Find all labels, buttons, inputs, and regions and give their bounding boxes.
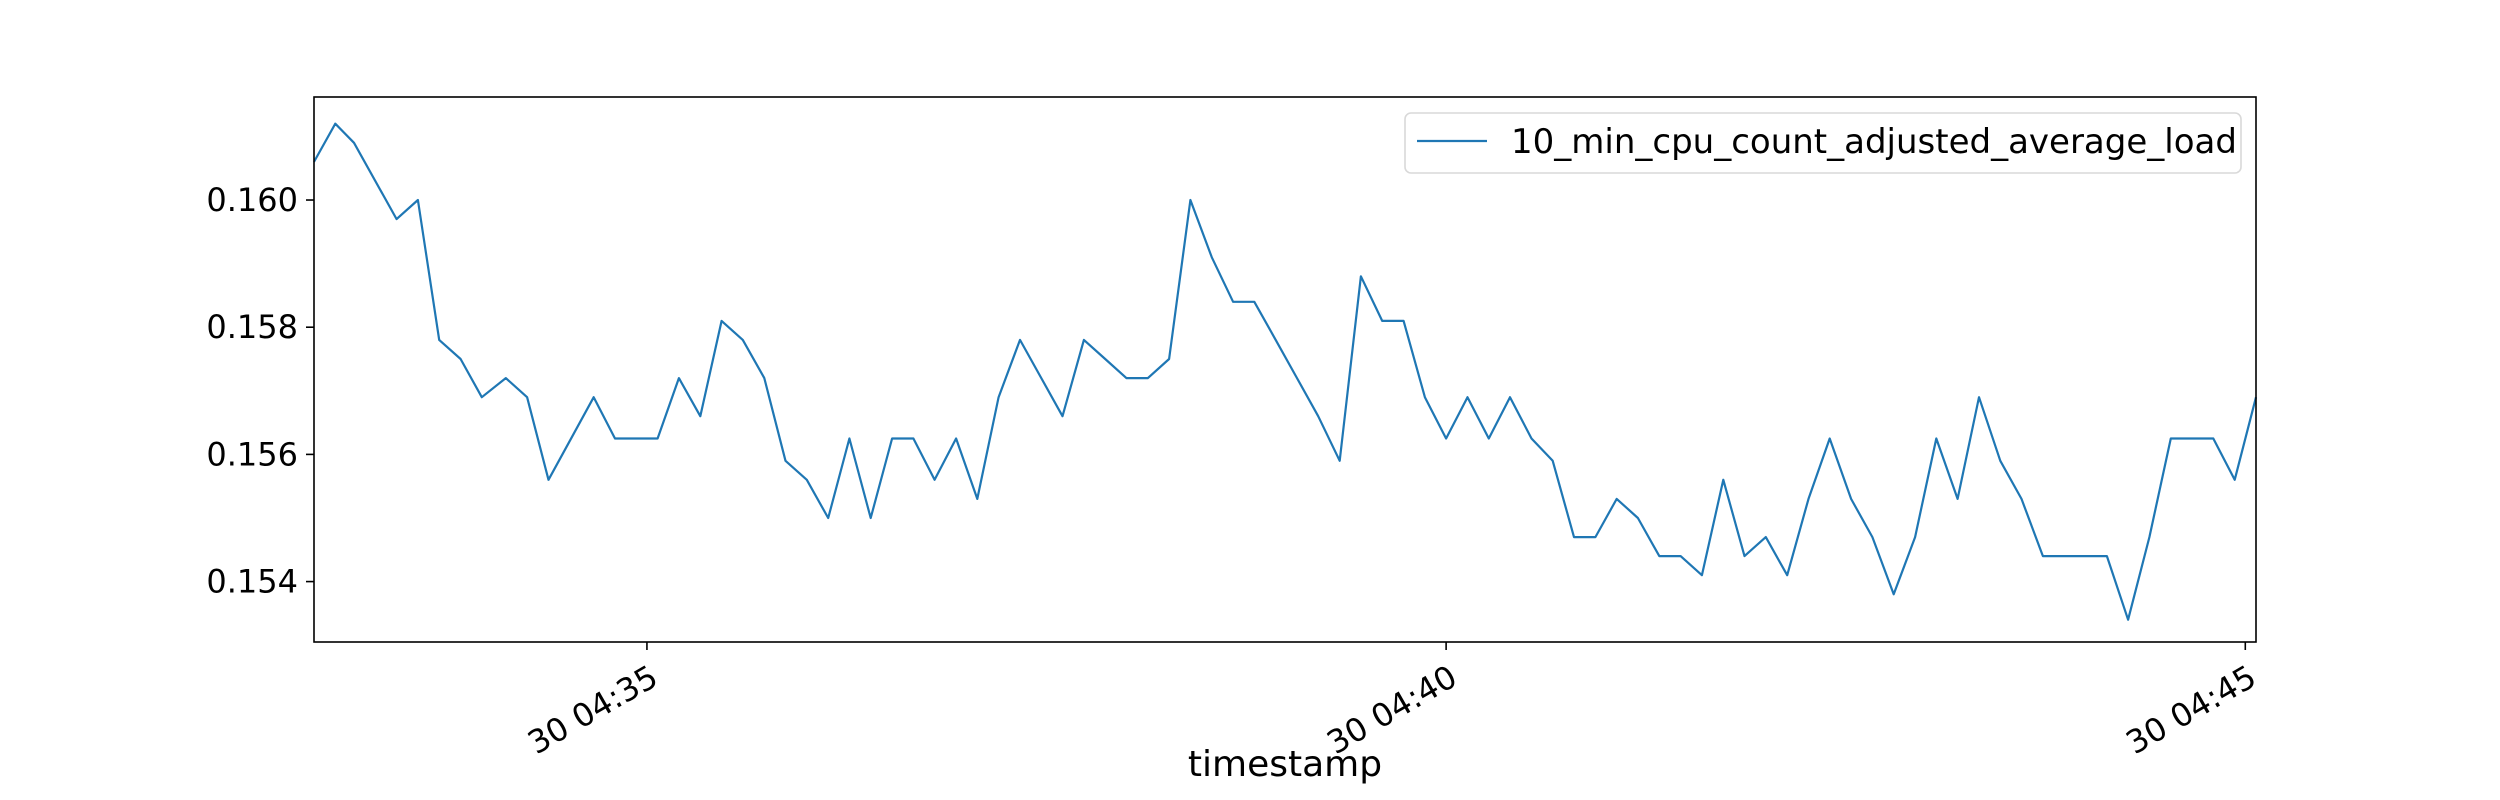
plot-area: [313, 122, 2258, 621]
y-tick-label: 0.156: [206, 435, 298, 473]
series-line: [313, 122, 2258, 621]
y-tick-label: 0.160: [206, 181, 298, 219]
y-tick-label: 0.154: [206, 563, 298, 601]
legend-box: [1404, 112, 2242, 174]
x-axis-label: timestamp: [1188, 744, 1382, 785]
y-tick-label: 0.158: [206, 308, 298, 346]
axes-frame: [313, 96, 2257, 643]
y-axis: 0.154 0.156 0.158 0.160: [206, 181, 314, 601]
legend: 10_min_cpu_count_adjusted_average_load: [1404, 112, 2242, 174]
legend-label: 10_min_cpu_count_adjusted_average_load: [1511, 122, 2237, 162]
